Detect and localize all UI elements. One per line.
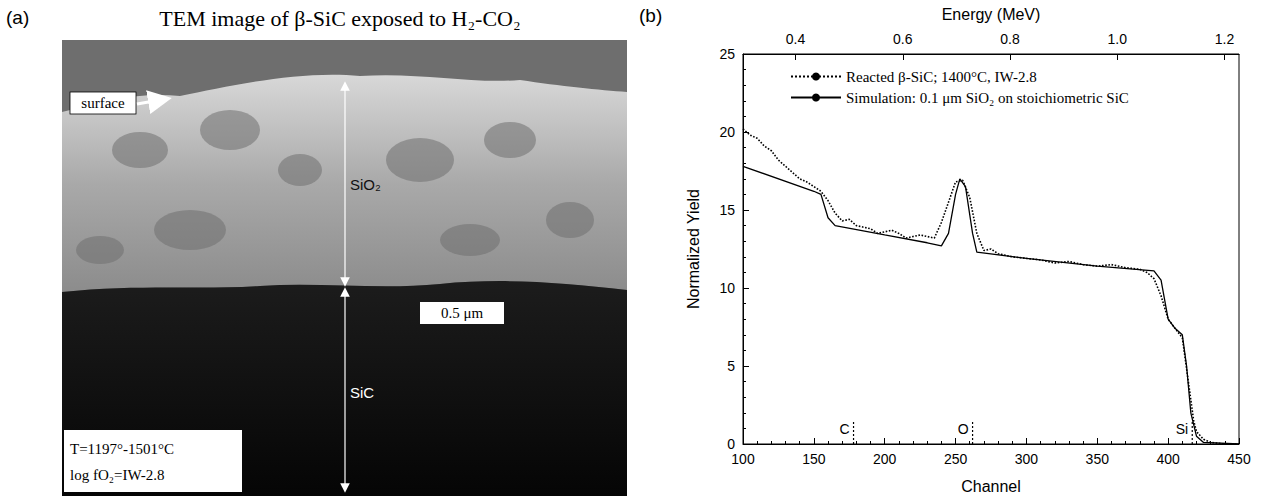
svg-text:TEM image of β-SiC exposed to: TEM image of β-SiC exposed to H₂-CO₂ <box>159 6 520 31</box>
svg-text:0.6: 0.6 <box>893 31 913 47</box>
svg-text:100: 100 <box>731 451 755 467</box>
svg-text:SiO₂: SiO₂ <box>350 176 381 193</box>
svg-text:1.2: 1.2 <box>1215 31 1235 47</box>
svg-text:0.8: 0.8 <box>1000 31 1020 47</box>
svg-text:15: 15 <box>719 202 735 218</box>
svg-text:Simulation: 0.1 μm SiO₂ on sto: Simulation: 0.1 μm SiO₂ on stoichiometri… <box>846 90 1129 106</box>
svg-text:150: 150 <box>802 451 826 467</box>
svg-text:C: C <box>839 421 849 437</box>
svg-text:Si: Si <box>1176 421 1188 437</box>
svg-text:Channel: Channel <box>961 478 1021 495</box>
svg-text:5: 5 <box>727 358 735 374</box>
svg-text:0.4: 0.4 <box>786 31 806 47</box>
svg-text:350: 350 <box>1086 451 1110 467</box>
svg-text:Energy (MeV): Energy (MeV) <box>942 6 1041 23</box>
svg-text:25: 25 <box>719 46 735 62</box>
svg-text:Reacted β-SiC; 1400°C, IW-2.8: Reacted β-SiC; 1400°C, IW-2.8 <box>846 69 1037 85</box>
svg-text:0.5 μm: 0.5 μm <box>441 305 484 321</box>
svg-text:T=1197°-1501°C: T=1197°-1501°C <box>70 441 174 457</box>
svg-text:SiC: SiC <box>350 384 374 401</box>
svg-text:250: 250 <box>944 451 968 467</box>
svg-text:O: O <box>958 421 969 437</box>
svg-text:10: 10 <box>719 280 735 296</box>
svg-text:20: 20 <box>719 124 735 140</box>
svg-text:400: 400 <box>1156 451 1180 467</box>
svg-text:(a): (a) <box>6 7 29 28</box>
svg-text:300: 300 <box>1015 451 1039 467</box>
svg-text:(b): (b) <box>639 5 662 26</box>
svg-text:450: 450 <box>1227 451 1251 467</box>
svg-text:1.0: 1.0 <box>1108 31 1128 47</box>
svg-text:Normalized Yield: Normalized Yield <box>685 189 702 309</box>
svg-text:log fO₂=IW-2.8: log fO₂=IW-2.8 <box>70 467 165 483</box>
svg-text:200: 200 <box>873 451 897 467</box>
svg-text:0: 0 <box>727 436 735 452</box>
svg-text:surface: surface <box>81 95 125 111</box>
